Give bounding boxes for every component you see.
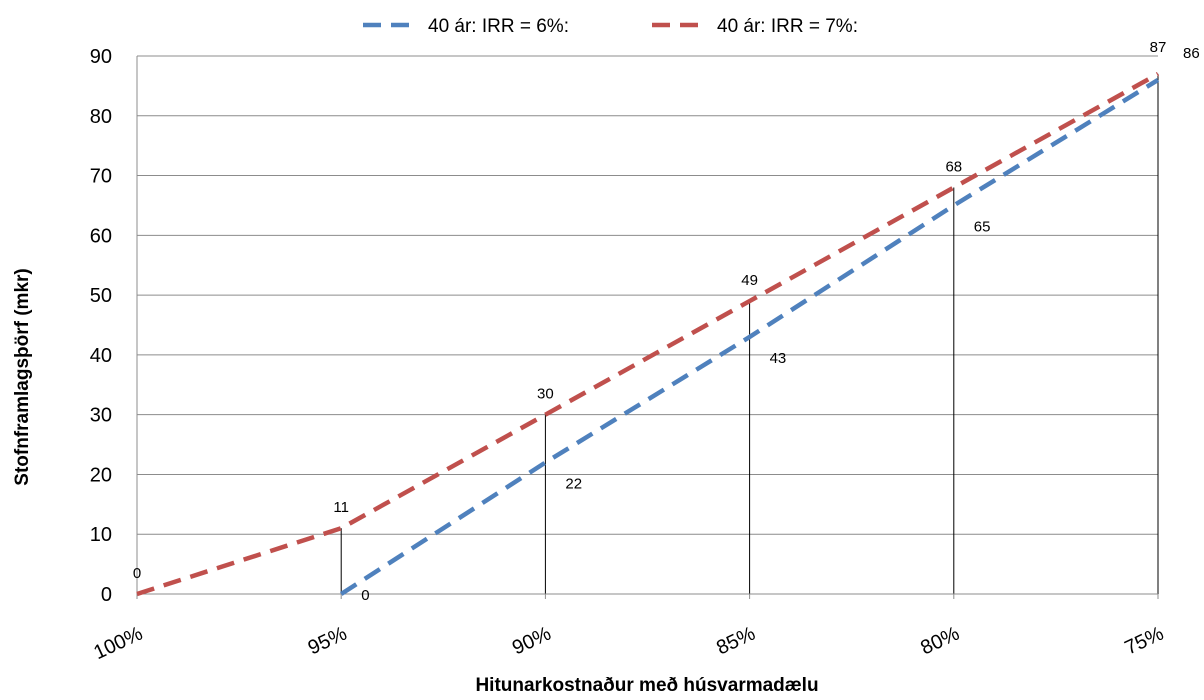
axes xyxy=(136,56,1158,595)
series-lines xyxy=(136,71,1160,597)
data-label-s2-85: 49 xyxy=(741,272,758,289)
data-label-s1-75: 86 xyxy=(1183,45,1200,62)
data-label-s1-95: 0 xyxy=(361,587,369,604)
y-axis-title: Stofnframlagsþörf (mkr) xyxy=(12,268,33,485)
reference-lines xyxy=(340,73,1159,594)
y-tick-label-50: 50 xyxy=(90,285,112,307)
x-axis-title: Hitunarkostnaður með húsvarmadælu xyxy=(475,675,818,696)
y-axis-ticks: 0 10 20 30 40 50 60 70 80 90 xyxy=(90,46,112,606)
y-tick-label-0: 0 xyxy=(101,584,112,606)
y-tick-label-30: 30 xyxy=(90,405,112,427)
y-tick-label-70: 70 xyxy=(90,166,112,188)
gridlines xyxy=(137,55,1158,535)
data-label-s1-85: 43 xyxy=(770,350,787,367)
y-tick-label-40: 40 xyxy=(90,345,112,367)
y-tick-label-20: 20 xyxy=(90,464,112,486)
data-label-s2-90: 30 xyxy=(537,386,554,403)
series-line-2 xyxy=(136,71,1160,597)
data-label-s2-95: 11 xyxy=(333,499,349,516)
y-tick-label-90: 90 xyxy=(90,46,112,68)
legend: 40 ár: IRR = 6%: 40 ár: IRR = 7%: xyxy=(363,16,858,37)
data-label-s2-100: 0 xyxy=(133,565,141,582)
x-axis-ticks: 100% 95% 90% 85% 80% 75% xyxy=(90,594,1167,664)
data-labels: 0 22 43 65 86 0 11 30 49 68 87 xyxy=(133,39,1200,604)
y-tick-label-80: 80 xyxy=(90,106,112,128)
y-tick-label-60: 60 xyxy=(90,225,112,247)
data-label-s1-80: 65 xyxy=(974,218,991,235)
legend-label-2: 40 ár: IRR = 7%: xyxy=(717,16,858,37)
x-tick-label-95: 95% xyxy=(305,623,351,660)
legend-label-1: 40 ár: IRR = 6%: xyxy=(428,16,569,37)
data-label-s1-90: 22 xyxy=(565,475,582,492)
series-line-1 xyxy=(339,77,1160,596)
y-tick-label-10: 10 xyxy=(90,524,112,546)
x-tick-label-85: 85% xyxy=(713,623,759,660)
x-tick-label-90: 90% xyxy=(509,623,555,660)
x-tick-label-80: 80% xyxy=(917,623,963,660)
data-label-s2-75: 87 xyxy=(1150,39,1167,56)
x-tick-label-100: 100% xyxy=(90,623,146,665)
data-label-s2-80: 68 xyxy=(945,159,962,176)
x-tick-label-75: 75% xyxy=(1122,623,1168,660)
